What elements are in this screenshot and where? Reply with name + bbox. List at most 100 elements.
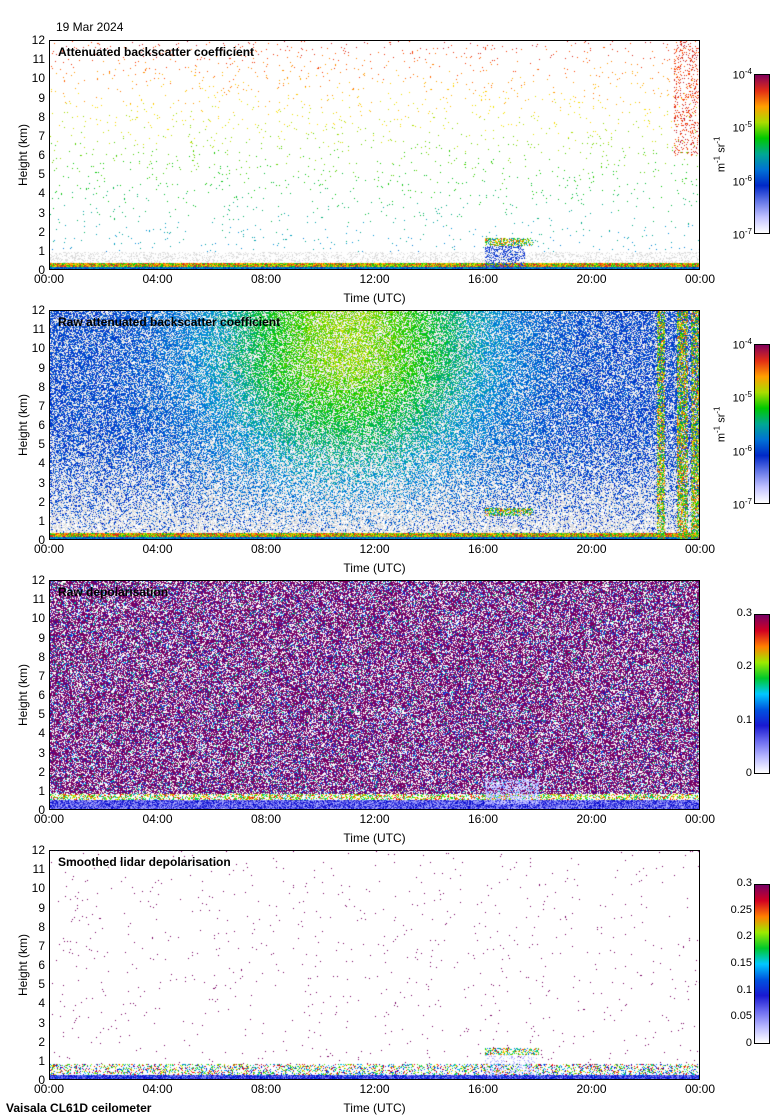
y-tick-label: 4 (38, 456, 45, 471)
x-tick-label: 20:00 (576, 272, 607, 286)
y-tick-label: 5 (38, 977, 45, 992)
y-tick-label: 3 (38, 1015, 45, 1030)
x-axis-label: Time (UTC) (343, 831, 406, 845)
heatmap-image (50, 851, 699, 1079)
colorbar-tick-label: 0.2 (736, 930, 752, 943)
colorbar-tick-label: 0 (745, 1037, 752, 1049)
y-tick-label: 1 (38, 1053, 45, 1068)
y-tick-label: 9 (38, 630, 45, 645)
y-tick-label: 8 (38, 379, 45, 394)
x-tick-label: 00:00 (33, 542, 65, 556)
x-tick-label: 12:00 (359, 542, 390, 556)
x-axis-label: Time (UTC) (343, 291, 406, 305)
y-tick-label: 2 (38, 764, 45, 779)
y-tick-label: 4 (38, 186, 45, 201)
x-tick-label: 20:00 (576, 812, 607, 826)
plot-area: Raw depolarisation (49, 580, 700, 810)
y-tick-label: 2 (38, 224, 45, 239)
y-tick-label: 10 (31, 611, 45, 626)
y-tick-label: 2 (38, 1034, 45, 1049)
colorbar-tick-label: 10-6 (732, 443, 752, 459)
colorbar (754, 614, 770, 774)
panel-title: Attenuated backscatter coefficient (58, 45, 255, 59)
x-axis-label: Time (UTC) (343, 561, 406, 575)
y-axis-label: Height (km) (16, 394, 30, 457)
heatmap-image (50, 581, 699, 809)
y-tick-label: 10 (31, 341, 45, 356)
colorbar (754, 884, 770, 1044)
y-tick-label: 12 (31, 843, 45, 857)
y-tick-label: 1 (38, 513, 45, 528)
colorbar-tick-label: 0.25 (730, 903, 752, 916)
colorbar-tick-label: 0.2 (736, 660, 752, 673)
colorbar-tick-label: 0.15 (730, 957, 752, 969)
y-tick-label: 3 (38, 745, 45, 760)
y-tick-label: 7 (38, 938, 45, 953)
plot-area: Attenuated backscatter coefficient (49, 40, 700, 270)
x-tick-label: 00:00 (33, 1082, 65, 1096)
heatmap-panel-4: Smoothed lidar depolarisation 0 1 2 3 4 5 6 7 8 9 1… (0, 843, 780, 1120)
y-tick-label: 1 (38, 783, 45, 798)
x-tick-label: 08:00 (250, 542, 282, 556)
x-tick-label: 00:00 (684, 812, 716, 826)
plot-area: Smoothed lidar depolarisation (49, 850, 700, 1080)
x-tick-label: 00:00 (684, 542, 716, 556)
y-tick-label: 0 (38, 803, 45, 817)
y-tick-label: 5 (38, 707, 45, 722)
colorbar-tick-label: 0.3 (736, 607, 752, 619)
y-tick-label: 11 (32, 52, 45, 67)
y-tick-label: 1 (38, 243, 45, 258)
y-tick-label: 7 (38, 128, 45, 143)
x-tick-label: 08:00 (250, 812, 282, 826)
heatmap-image (50, 311, 699, 539)
colorbar (754, 74, 770, 234)
colorbar-tick-label: 0.1 (736, 983, 752, 996)
colorbar-tick-label: 0.1 (736, 713, 752, 726)
y-tick-label: 12 (31, 303, 45, 317)
colorbar-tick-label: 10-6 (732, 173, 752, 189)
colorbar-tick-label: 0.05 (730, 1010, 752, 1023)
colorbar-tick-label: 10-4 (732, 67, 752, 82)
x-tick-label: 20:00 (576, 542, 607, 556)
y-tick-label: 12 (31, 573, 45, 587)
x-tick-label: 00:00 (33, 272, 65, 286)
panel-title: Raw depolarisation (58, 585, 169, 599)
heatmap-panel-2: Raw attenuated backscatter coefficient 0 1… (0, 303, 780, 580)
x-tick-label: 00:00 (684, 1082, 716, 1096)
y-axis-label: Height (km) (16, 934, 30, 997)
x-tick-label: 12:00 (359, 272, 390, 286)
colorbar-tick-label: 10-7 (732, 497, 752, 512)
colorbar-tick-label: 10-5 (732, 120, 752, 135)
y-tick-label: 9 (38, 90, 45, 105)
panel-title: Raw attenuated backscatter coefficient (58, 315, 281, 329)
x-tick-label: 16:00 (467, 272, 499, 286)
x-tick-label: 08:00 (250, 272, 282, 286)
x-tick-label: 04:00 (142, 1082, 173, 1096)
y-tick-label: 9 (38, 360, 45, 375)
heatmap-panel-1: Attenuated backscatter coefficient 0 1 2 3 4 5… (0, 33, 780, 310)
plot-area: Raw attenuated backscatter coefficient (49, 310, 700, 540)
x-tick-label: 04:00 (142, 272, 173, 286)
x-tick-label: 00:00 (684, 272, 716, 286)
y-tick-label: 8 (38, 649, 45, 664)
y-tick-label: 6 (38, 418, 45, 432)
y-tick-label: 5 (38, 437, 45, 452)
y-tick-label: 6 (38, 688, 45, 702)
y-tick-label: 8 (38, 109, 45, 124)
y-tick-label: 4 (38, 726, 45, 741)
colorbar-unit-label: m-1 sr-1 (712, 406, 728, 443)
y-tick-label: 3 (38, 475, 45, 490)
y-tick-label: 6 (38, 148, 45, 162)
heatmap-panel-3: Raw depolarisation 0 1 2 3 4 5 6 7 8 9 10 11 12 Height… (0, 573, 780, 850)
y-tick-label: 3 (38, 205, 45, 220)
colorbar (754, 344, 770, 504)
x-tick-label: 16:00 (467, 1082, 499, 1096)
y-tick-label: 10 (31, 881, 45, 896)
y-tick-label: 11 (32, 862, 45, 877)
x-tick-label: 08:00 (250, 1082, 282, 1096)
colorbar-tick-label: 0.3 (736, 877, 752, 889)
y-tick-label: 8 (38, 919, 45, 934)
panel-title: Smoothed lidar depolarisation (58, 855, 231, 869)
x-axis-label: Time (UTC) (343, 1101, 406, 1115)
colorbar-tick-label: 10-4 (732, 337, 752, 352)
